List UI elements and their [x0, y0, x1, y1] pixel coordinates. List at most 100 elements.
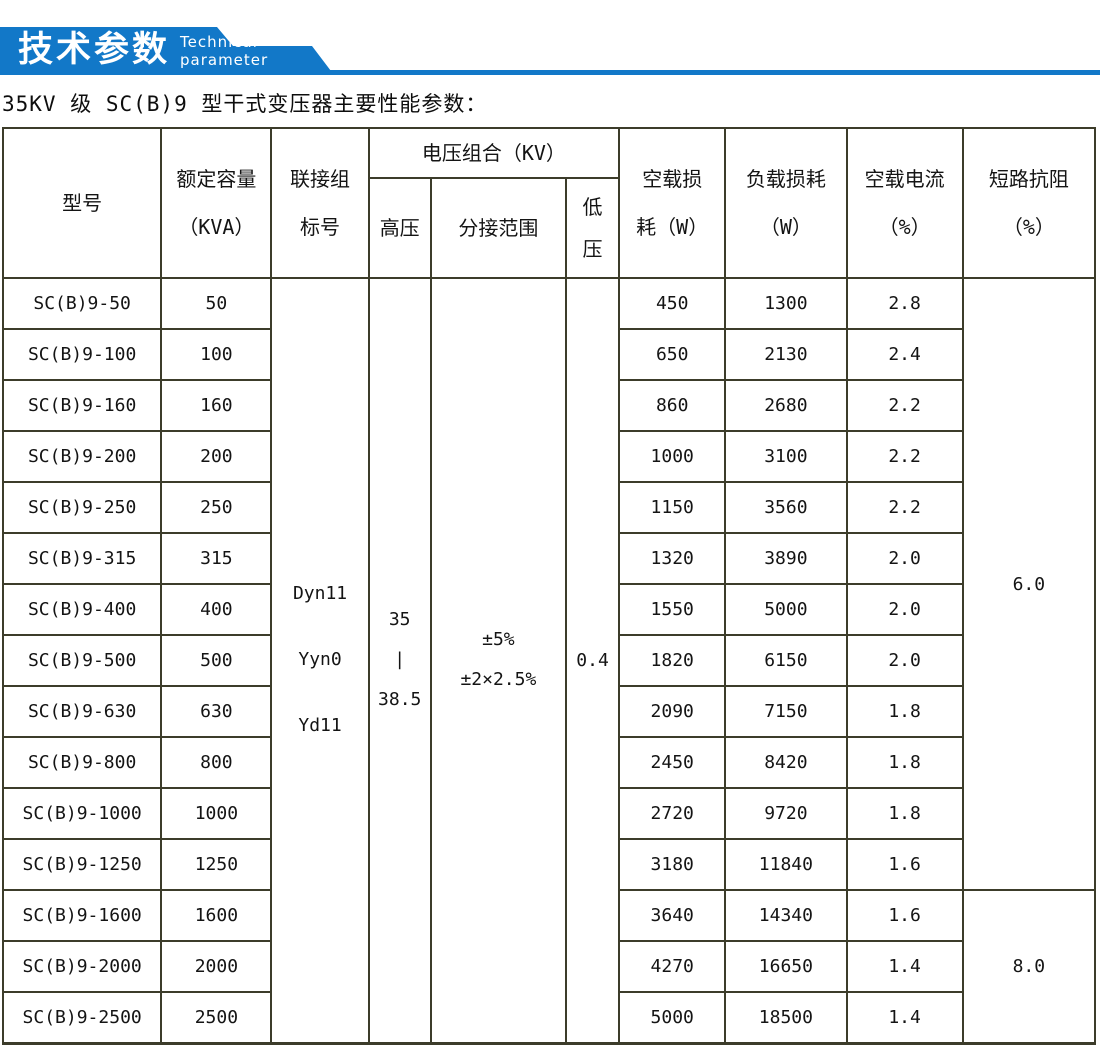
cell-tap-range-value: ±5% ±2×2.5%	[429, 277, 567, 1044]
cell-no-load-current: 1.8	[845, 736, 964, 789]
cell-no-load-loss: 1820	[618, 634, 727, 687]
cell-load-loss: 3890	[724, 532, 848, 585]
cell-no-load-current: 1.4	[845, 940, 964, 993]
cell-no-load-current: 1.8	[845, 787, 964, 840]
header-impedance: 短路抗阻 （%）	[961, 127, 1097, 279]
banner-title: 技术参数	[18, 30, 171, 70]
cell-model: SC(B)9-500	[1, 634, 163, 687]
cell-capacity: 630	[160, 685, 273, 738]
cell-load-loss: 14340	[724, 889, 848, 942]
header-lv: 低 压	[564, 177, 621, 279]
table-row: SC(B)9-1000 1000 2720 9720 1.8	[1, 787, 1095, 840]
header-model: 型号	[1, 127, 163, 279]
table-body: SC(B)9-50 50 Dyn11 Yyn0 Yd11 35 | 38.5 ±5% ±…	[1, 277, 1097, 1044]
cell-connection-group: Dyn11 Yyn0 Yd11	[270, 277, 370, 1044]
cell-load-loss: 1300	[724, 277, 848, 330]
cell-no-load-loss: 1550	[618, 583, 727, 636]
banner: 技术参数 Technical parameter	[0, 0, 1100, 75]
cell-no-load-loss: 860	[618, 379, 727, 432]
cell-hv-value: 35 | 38.5	[367, 277, 432, 1044]
cell-load-loss: 9720	[724, 787, 848, 840]
cell-no-load-current: 1.6	[845, 838, 964, 891]
cell-capacity: 160	[160, 379, 273, 432]
header-no-load-loss: 空载损 耗（W）	[618, 127, 727, 279]
cell-load-loss: 16650	[724, 940, 848, 993]
cell-model: SC(B)9-50	[1, 277, 163, 330]
table-row: SC(B)9-1600 1600 3640 14340 1.6 8.0	[1, 889, 1097, 1044]
cell-capacity: 200	[160, 430, 273, 483]
cell-no-load-loss: 2450	[618, 736, 727, 789]
cell-model: SC(B)9-2500	[1, 991, 163, 1044]
cell-no-load-loss: 5000	[618, 991, 727, 1044]
cell-model: SC(B)9-400	[1, 583, 163, 636]
cell-load-loss: 2130	[724, 328, 848, 381]
cell-model: SC(B)9-1250	[1, 838, 163, 891]
cell-no-load-loss: 1000	[618, 430, 727, 483]
table-row: SC(B)9-50 50 Dyn11 Yyn0 Yd11 35 | 38.5 ±5% ±…	[1, 277, 1097, 1044]
cell-no-load-loss: 2720	[618, 787, 727, 840]
cell-no-load-current: 1.4	[845, 991, 964, 1044]
cell-model: SC(B)9-2000	[1, 940, 163, 993]
table-row: SC(B)9-400 400 1550 5000 2.0	[1, 583, 1095, 636]
header-capacity: 额定容量 （KVA）	[160, 127, 273, 279]
header-tap-range: 分接范围	[429, 177, 567, 279]
cell-no-load-loss: 650	[618, 328, 727, 381]
cell-model: SC(B)9-250	[1, 481, 163, 534]
cell-model: SC(B)9-200	[1, 430, 163, 483]
cell-no-load-current: 2.4	[845, 328, 964, 381]
cell-load-loss: 3100	[724, 430, 848, 483]
header-no-load-current: 空载电流 （%）	[845, 127, 964, 279]
table-row: SC(B)9-2000 2000 4270 16650 1.4	[1, 940, 1095, 993]
cell-no-load-loss: 1150	[618, 481, 727, 534]
cell-no-load-current: 2.0	[845, 583, 964, 636]
cell-capacity: 250	[160, 481, 273, 534]
cell-capacity: 400	[160, 583, 273, 636]
cell-capacity: 1250	[160, 838, 273, 891]
cell-load-loss: 3560	[724, 481, 848, 534]
cell-load-loss: 6150	[724, 634, 848, 687]
cell-capacity: 1600	[160, 889, 273, 942]
cell-no-load-current: 2.0	[845, 634, 964, 687]
page-title: 35KV 级 SC(B)9 型干式变压器主要性能参数：	[2, 92, 488, 116]
cell-no-load-loss: 3640	[618, 889, 727, 942]
cell-no-load-loss: 3180	[618, 838, 727, 891]
table-row: SC(B)9-250 250 1150 3560 2.2	[1, 481, 1095, 534]
cell-load-loss: 8420	[724, 736, 848, 789]
cell-no-load-current: 2.2	[845, 379, 964, 432]
table-row: SC(B)9-315 315 1320 3890 2.0	[1, 532, 1095, 585]
table-row: SC(B)9-630 630 2090 7150 1.8	[1, 685, 1095, 738]
banner-subtitle: Technical parameter	[180, 33, 269, 69]
cell-no-load-current: 2.2	[845, 481, 964, 534]
table-row: SC(B)9-500 500 1820 6150 2.0	[1, 634, 1095, 687]
table-row: SC(B)9-1250 1250 3180 11840 1.6	[1, 838, 1095, 891]
table-row: SC(B)9-800 800 2450 8420 1.8	[1, 736, 1095, 789]
table-header: 型号 额定容量 （KVA） 联接组 标号 电压组合（KV） 空载损 耗（W） 负…	[1, 127, 1097, 279]
cell-model: SC(B)9-800	[1, 736, 163, 789]
cell-no-load-current: 2.8	[845, 277, 964, 330]
cell-load-loss: 7150	[724, 685, 848, 738]
cell-model: SC(B)9-160	[1, 379, 163, 432]
cell-no-load-loss: 4270	[618, 940, 727, 993]
cell-no-load-current: 1.6	[845, 889, 964, 942]
cell-model: SC(B)9-315	[1, 532, 163, 585]
cell-load-loss: 5000	[724, 583, 848, 636]
cell-model: SC(B)9-1000	[1, 787, 163, 840]
table-row: SC(B)9-160 160 860 2680 2.2	[1, 379, 1095, 432]
cell-model: SC(B)9-630	[1, 685, 163, 738]
cell-load-loss: 2680	[724, 379, 848, 432]
cell-no-load-loss: 1320	[618, 532, 727, 585]
cell-impedance: 6.0	[961, 277, 1097, 891]
header-load-loss: 负载损耗 （W）	[724, 127, 848, 279]
banner-underline	[0, 70, 1100, 75]
cell-capacity: 50	[160, 277, 273, 330]
cell-impedance: 8.0	[961, 889, 1097, 1044]
cell-lv-value: 0.4	[564, 277, 621, 1044]
cell-load-loss: 18500	[724, 991, 848, 1044]
cell-no-load-current: 1.8	[845, 685, 964, 738]
cell-model: SC(B)9-1600	[1, 889, 163, 942]
cell-capacity: 2000	[160, 940, 273, 993]
table-row: SC(B)9-100 100 650 2130 2.4	[1, 328, 1095, 381]
cell-capacity: 2500	[160, 991, 273, 1044]
cell-no-load-current: 2.0	[845, 532, 964, 585]
table-row: SC(B)9-200 200 1000 3100 2.2	[1, 430, 1095, 483]
